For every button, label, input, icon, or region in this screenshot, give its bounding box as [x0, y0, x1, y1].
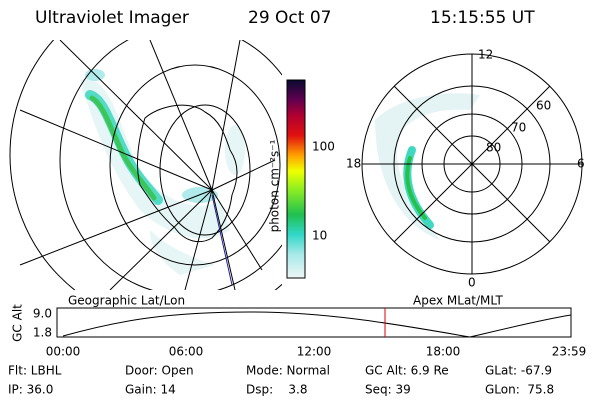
- right-caption: Apex MLat/MLT: [413, 294, 503, 308]
- x-tick-label: 23:59: [552, 345, 587, 359]
- info-item: GLat: -67.9: [485, 364, 552, 378]
- time: 15:15:55 UT: [430, 8, 535, 28]
- colorbar: 100 10 photon cm⁻²s⁻¹: [268, 79, 335, 279]
- header: Ultraviolet Imager 29 Oct 07 15:15:55 UT: [35, 8, 535, 28]
- mlt-label: 0: [468, 276, 476, 290]
- colorbar-scale: [286, 79, 306, 279]
- x-tick-label: 18:00: [426, 345, 461, 359]
- mlt-label: 12: [478, 48, 493, 62]
- info-item: Gain: 14: [125, 383, 176, 397]
- aurora-part: [225, 125, 245, 175]
- date: 29 Oct 07: [248, 8, 331, 28]
- mlat-label: 80: [486, 141, 501, 155]
- info-item: GLon: 75.8: [485, 383, 554, 397]
- info: Flt: LBHL Door: Open Mode: Normal GC Alt: 6…: [8, 364, 554, 397]
- altitude-plot: GC Alt 9.0 1.8 00:00 06:00 12:00 18:00 2…: [11, 304, 587, 359]
- geographic-map: [9, 40, 282, 290]
- aurora: [80, 69, 245, 275]
- coastline: [137, 104, 238, 243]
- aurora-part: [80, 78, 230, 239]
- x-tick-label: 12:00: [297, 345, 332, 359]
- aurora: [375, 93, 480, 240]
- left-caption: Geographic Lat/Lon: [68, 294, 185, 308]
- graticule-part: [159, 104, 251, 236]
- aurora-part: [89, 95, 157, 201]
- mlat-label: 70: [511, 121, 526, 135]
- info-item: Mode: Normal: [246, 364, 330, 378]
- y-label: GC Alt: [11, 304, 25, 342]
- aurora-part: [150, 230, 215, 275]
- mlt-label: 18: [346, 157, 361, 171]
- colorbar-tick-label: 10: [312, 229, 327, 243]
- x-tick-label: 06:00: [169, 345, 204, 359]
- plot-frame: [56, 307, 572, 338]
- aurora-part: [375, 93, 480, 240]
- colorbar-label: photon cm⁻²s⁻¹: [268, 139, 282, 232]
- info-item: Seq: 39: [365, 383, 411, 397]
- graticule-part: [9, 40, 282, 290]
- colorbar-tick-label: 100: [312, 140, 335, 154]
- meridian-mark: [211, 194, 233, 286]
- polar-map: 12 6 0 18 60 70 80: [346, 48, 585, 290]
- x-tick-label: 00:00: [46, 345, 81, 359]
- info-item: Door: Open: [125, 364, 194, 378]
- graticule: [9, 40, 282, 290]
- altitude-curve: [62, 311, 572, 338]
- info-item: GC Alt: 6.9 Re: [365, 364, 449, 378]
- y-tick-label: 9.0: [33, 307, 52, 321]
- instrument: Ultraviolet Imager: [35, 8, 189, 28]
- mlt-label: 6: [577, 157, 585, 171]
- graticule-part: [59, 40, 282, 290]
- y-tick-label: 1.8: [33, 326, 52, 340]
- spokes: [362, 54, 582, 274]
- graticule-part: [109, 64, 281, 266]
- info-item: Dsp: 3.8: [246, 383, 308, 397]
- info-item: Flt: LBHL: [8, 364, 62, 378]
- graticule-part: [19, 40, 276, 290]
- info-item: IP: 36.0: [8, 383, 53, 397]
- mlat-label: 60: [536, 99, 551, 113]
